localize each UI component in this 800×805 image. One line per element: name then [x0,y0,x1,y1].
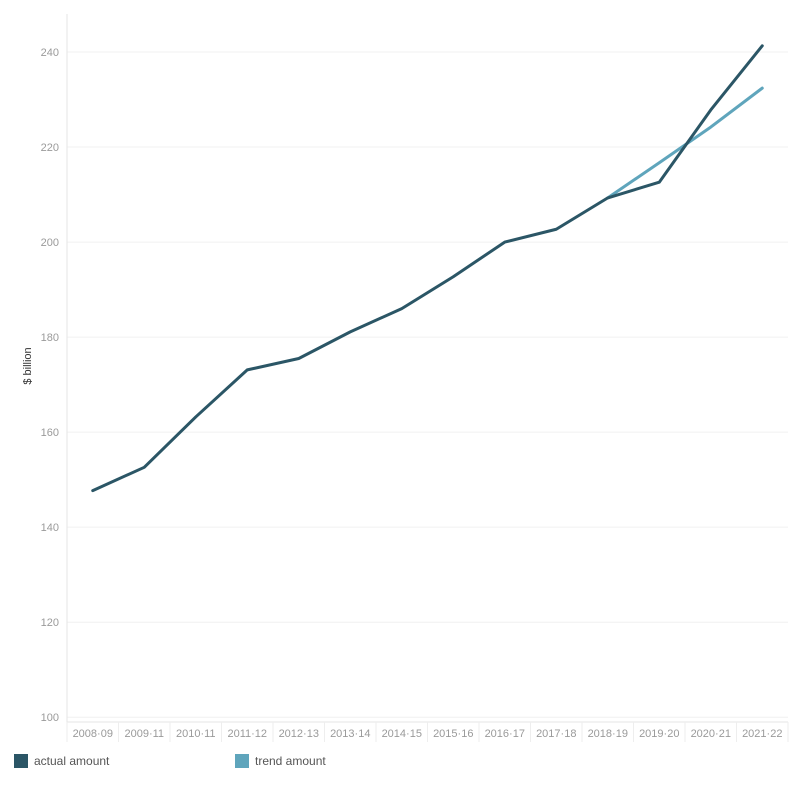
y-tick-label-200: 200 [41,237,59,249]
legend-label-actual: actual amount [34,754,110,768]
x-tick-labels: 2008·09 2009·11 2010·11 2011·12 2012·13 2013·… [66,722,789,742]
y-tick-label-100: 100 [41,712,59,724]
legend-item-actual[interactable]: actual amount [14,754,109,768]
legend-swatch-actual [14,754,28,768]
legend-label-trend: trend amount [255,754,326,768]
y-tick-label-120: 120 [41,617,59,629]
x-tick-label-2016-17: 2016·17 [485,728,525,740]
x-tick-label-2009-11: 2009·11 [124,728,164,740]
series-line-trend[interactable] [606,86,764,200]
y-tick-labels: 100 120 140 160 180 200 220 240 [41,47,59,724]
x-tick-label-2013-14: 2013·14 [330,728,370,740]
y-tick-label-180: 180 [41,332,59,344]
x-tick-label-2012-13: 2012·13 [279,728,319,740]
series-line-actual[interactable] [91,44,764,493]
x-tick-label-2008-09: 2008·09 [73,728,113,740]
x-tick-label-2014-15: 2014·15 [382,728,422,740]
series-layer [91,44,764,493]
x-tick-label-2019-20: 2019·20 [639,728,679,740]
legend-item-trend[interactable]: trend amount [235,754,326,768]
legend: actual amount trend amount [14,754,794,774]
y-tick-label-240: 240 [41,47,59,59]
axis-layer: $ billion [22,14,788,723]
grid-layer [67,51,788,718]
y-tick-label-160: 160 [41,427,59,439]
x-tick-label-2010-11: 2010·11 [176,728,216,740]
x-tick-label-2018-19: 2018·19 [588,728,628,740]
y-tick-label-220: 220 [41,142,59,154]
x-tick-label-2021-22: 2021·22 [742,728,782,740]
y-tick-label-140: 140 [41,522,59,534]
x-tick-label-2011-12: 2011·12 [227,728,267,740]
x-tick-label-2017-18: 2017·18 [536,728,576,740]
y-axis-title: $ billion [22,347,34,384]
x-tick-label-2020-21: 2020·21 [691,728,731,740]
x-tick-label-2015-16: 2015·16 [433,728,473,740]
legend-swatch-trend [235,754,249,768]
